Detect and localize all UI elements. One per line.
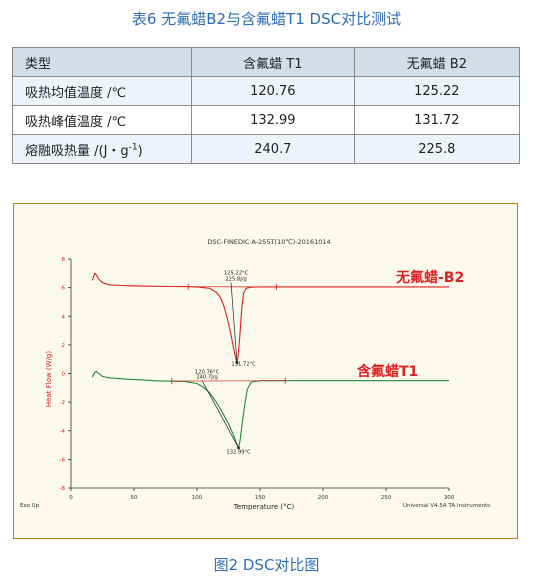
- peak-marker-t1: [237, 446, 240, 450]
- cell-b2: 225.8: [353, 134, 521, 164]
- dsc-comparison-table: 类型 含氟蜡 T1 无氟蜡 B2 吸热均值温度 /℃ 120.76 125.22…: [12, 47, 521, 164]
- dsc-chart: DSC-FINEDIC A-255T(10℃)-20161014 Heat Fl…: [20, 238, 490, 511]
- chart-footer-left: Exo Up: [20, 503, 40, 509]
- header-t1: 含氟蜡 T1: [191, 47, 355, 77]
- annotation-label-t1: 132.99°C: [226, 450, 251, 456]
- peak-marker-b2: [235, 361, 239, 365]
- table-caption: 表6 无氟蜡B2与含氟蜡T1 DSC对比测试: [131, 10, 402, 28]
- y-tick-label: 4: [62, 314, 66, 320]
- x-tick-label: 150: [255, 495, 266, 501]
- header-type: 类型: [12, 47, 192, 77]
- header-b2: 无氟蜡 B2: [353, 47, 521, 77]
- row-label-text: 熔融吸热量 /(J・g: [25, 143, 129, 159]
- y-tick-label: -2: [60, 400, 65, 406]
- series-label-b2: 无氟蜡-B2: [395, 269, 464, 286]
- y-tick-label: -6: [60, 457, 66, 463]
- row-label: 熔融吸热量 /(J・g-1): [12, 134, 192, 164]
- x-tick-label: 50: [131, 495, 138, 501]
- y-tick-label: 8: [62, 257, 66, 263]
- x-tick-label: 300: [444, 495, 455, 501]
- dsc-figure-frame: DSC-FINEDIC A-255T(10℃)-20161014 Heat Fl…: [13, 203, 518, 539]
- annotation-leader-b2: [230, 282, 238, 363]
- annotation-label-b2: 131.72°C: [231, 362, 256, 368]
- row-label: 吸热峰值温度 /℃: [12, 105, 192, 135]
- row-label-end: ): [137, 143, 143, 159]
- chart-footer-right: Universal V4.5A TA Instruments: [403, 503, 490, 509]
- annotation-leader-t1: [201, 380, 239, 449]
- chart-x-axis-label: Temperature (°C): [233, 503, 295, 511]
- x-tick-label: 200: [318, 495, 329, 501]
- table-row: 熔融吸热量 /(J・g-1) 240.7 225.8: [12, 134, 521, 164]
- annotation-label-b2: 225.8J/g: [225, 276, 246, 282]
- cell-t1: 120.76: [191, 76, 355, 106]
- table-header-row: 类型 含氟蜡 T1 无氟蜡 B2: [12, 47, 521, 77]
- chart-title: DSC-FINEDIC A-255T(10℃)-20161014: [207, 238, 330, 246]
- y-tick-label: 6: [62, 286, 66, 292]
- annotation-label-t1: 240.7J/g: [196, 375, 217, 381]
- series-line-t1: [91, 370, 449, 450]
- x-tick-label: 0: [69, 495, 73, 501]
- x-tick-label: 250: [381, 495, 392, 501]
- cell-b2: 131.72: [353, 105, 521, 135]
- series-line-b2: [91, 272, 449, 363]
- figure-caption: 图2 DSC对比图: [213, 556, 320, 574]
- cell-t1: 240.7: [191, 134, 355, 164]
- cell-b2: 125.22: [353, 76, 521, 106]
- baseline-line-t1: [171, 380, 286, 382]
- y-tick-label: 0: [62, 372, 66, 378]
- x-tick-label: 100: [192, 495, 203, 501]
- table-row: 吸热峰值温度 /℃ 132.99 131.72: [12, 105, 521, 135]
- cell-t1: 132.99: [191, 105, 355, 135]
- series-label-t1: 含氟蜡T1: [357, 363, 418, 380]
- y-tick-label: -4: [60, 429, 66, 435]
- table-row: 吸热均值温度 /℃ 120.76 125.22: [12, 76, 521, 106]
- y-tick-label: -8: [60, 486, 66, 492]
- y-tick-label: 2: [62, 343, 66, 349]
- row-label-superscript: -1: [128, 142, 138, 153]
- row-label: 吸热均值温度 /℃: [12, 76, 192, 106]
- annotation-label-b2: 125.22°C: [224, 271, 249, 277]
- chart-y-axis-label: Heat Flow (W/g): [45, 351, 53, 407]
- annotation-label-t1: 120.76°C: [195, 370, 220, 376]
